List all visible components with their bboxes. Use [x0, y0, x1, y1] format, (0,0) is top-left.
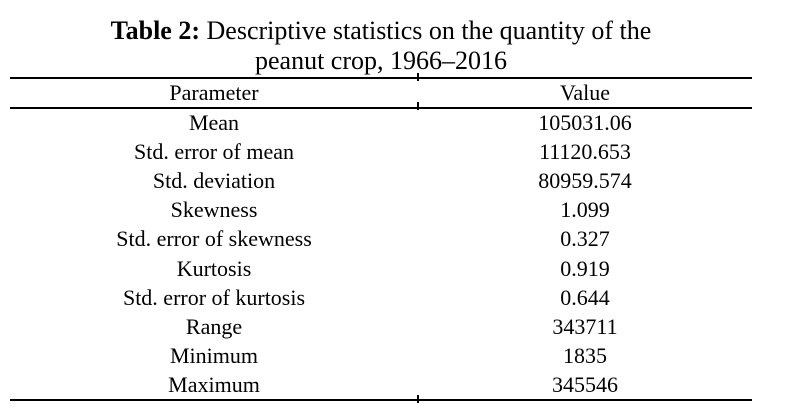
table-caption-label: Table 2: — [110, 16, 201, 45]
cell-parameter: Mean — [188, 110, 240, 136]
cell-value: 105031.06 — [538, 110, 632, 136]
table-row: Skewness 1.099 — [10, 196, 752, 225]
column-header-parameter: Parameter — [10, 77, 418, 109]
cell-value: 11120.653 — [539, 138, 631, 164]
cell-value: 345546 — [418, 370, 752, 401]
table-row: Range 343711 — [10, 312, 752, 341]
cell-parameter: Std. error of mean — [133, 138, 295, 164]
table-row: Std. error of skewness 0.327 — [10, 225, 752, 254]
cell-parameter: Kurtosis — [176, 255, 252, 281]
cell-parameter: Maximum — [10, 370, 418, 401]
cell-value: 80959.574 — [538, 167, 632, 193]
table-row: Std. error of kurtosis 0.644 — [10, 283, 752, 312]
cell-value: 0.919 — [560, 255, 610, 281]
table-row: Maximum 345546 — [10, 370, 752, 401]
cell-value: 1.099 — [560, 197, 610, 223]
table-caption-line2: peanut crop, 1966–2016 — [254, 46, 507, 75]
column-divider-tick — [417, 102, 419, 110]
cell-value: 343711 — [552, 313, 618, 339]
column-divider-tick — [417, 73, 419, 81]
table-caption-line1: Descriptive statistics on the quantity o… — [206, 16, 652, 45]
table-row: Mean 105031.06 — [10, 108, 752, 137]
table-row: Kurtosis 0.919 — [10, 254, 752, 283]
cell-parameter: Std. deviation — [152, 167, 276, 193]
table-row: Std. error of mean 11120.653 — [10, 137, 752, 166]
table-row: Minimum 1835 — [10, 342, 752, 371]
column-divider-tick — [417, 395, 419, 403]
cell-parameter: Skewness — [170, 197, 258, 223]
cell-value: 1835 — [563, 343, 607, 369]
cell-parameter: Minimum — [169, 343, 258, 369]
table-caption: Table 2: Descriptive statistics on the q… — [10, 16, 752, 76]
cell-parameter: Std. error of skewness — [116, 226, 312, 252]
cell-parameter: Std. error of kurtosis — [122, 284, 306, 310]
table-row: Std. deviation 80959.574 — [10, 166, 752, 195]
column-header-value: Value — [418, 77, 752, 109]
header-row: Parameter Value — [10, 77, 752, 109]
cell-value: 0.327 — [560, 226, 610, 252]
descriptive-statistics-table: Parameter Value Mean 105031.06 Std. erro… — [10, 77, 752, 401]
cell-parameter: Range — [185, 313, 243, 339]
cell-value: 0.644 — [560, 284, 610, 310]
